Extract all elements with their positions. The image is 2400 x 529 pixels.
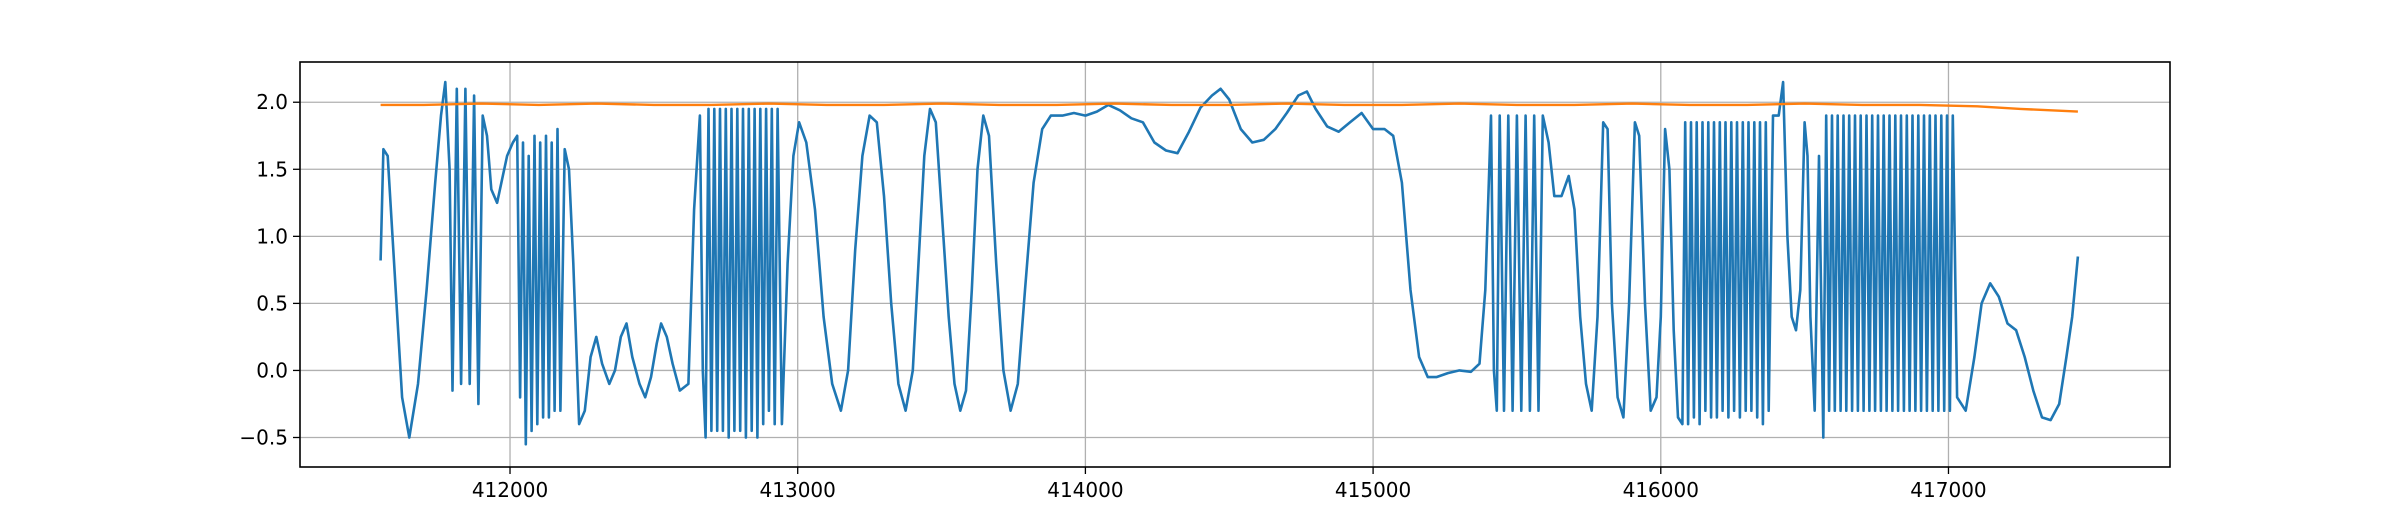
series-line-0	[379, 80, 2080, 446]
y-tick-label-5: 2.0	[256, 90, 288, 114]
x-tick-label-4: 416000	[1623, 478, 1699, 502]
x-tick-label-3: 415000	[1335, 478, 1411, 502]
y-tick-label-2: 0.5	[256, 291, 288, 315]
y-tick-label-1: 0.0	[256, 358, 288, 382]
x-tick-label-1: 413000	[760, 478, 836, 502]
plot-area-frame	[299, 61, 2171, 468]
x-tick-label-5: 417000	[1910, 478, 1986, 502]
x-tick-label-0: 412000	[472, 478, 548, 502]
series-lines	[379, 80, 2080, 446]
y-tick-label-3: 1.0	[256, 224, 288, 248]
y-tick-label-4: 1.5	[256, 157, 288, 181]
y-axis: −0.5 0.0 0.5 1.0 1.5 2.0	[239, 90, 300, 449]
series-line-1	[380, 102, 2078, 113]
x-axis: 412000 413000 414000 415000 416000 417000	[472, 467, 1987, 502]
y-tick-label-0: −0.5	[239, 425, 288, 449]
x-tick-label-2: 414000	[1047, 478, 1123, 502]
